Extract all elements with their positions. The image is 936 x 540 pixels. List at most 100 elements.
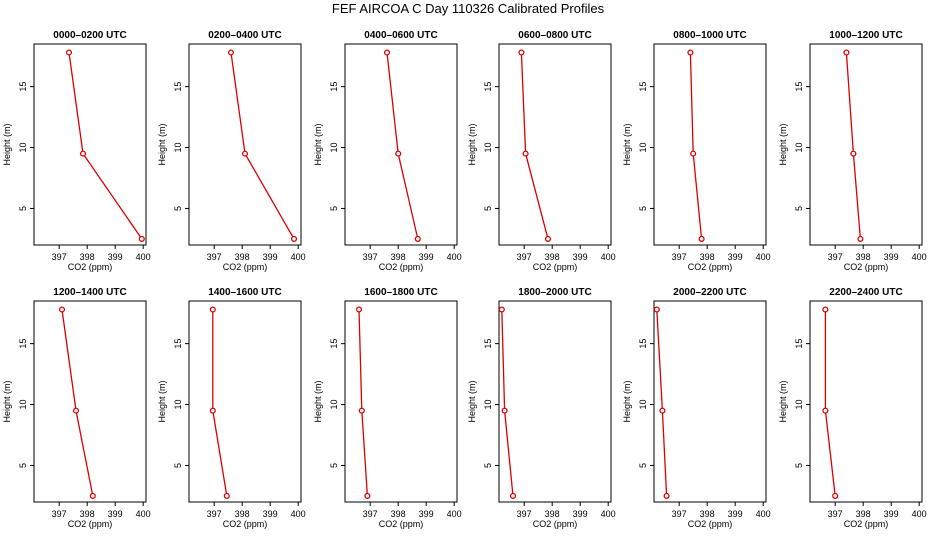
plot-frame — [344, 43, 458, 246]
x-tick-label: 399 — [108, 509, 123, 519]
x-tick-label: 397 — [207, 509, 222, 519]
panel-title: 2200–2400 UTC — [829, 287, 902, 298]
y-tick-label: 15 — [638, 339, 648, 349]
data-point — [79, 150, 87, 157]
y-tick-label: 5 — [794, 463, 804, 468]
x-tick-label: 397 — [363, 509, 378, 519]
data-point — [72, 407, 80, 414]
x-tick-label: 399 — [263, 509, 278, 519]
y-tick-label: 15 — [483, 339, 493, 349]
y-tick-label: 5 — [483, 206, 493, 211]
y-tick-label: 5 — [329, 206, 339, 211]
plot-frame — [188, 300, 302, 503]
x-axis-label: CO2 (ppm) — [844, 519, 889, 529]
x-tick-label: 400 — [291, 252, 306, 262]
x-tick-label: 398 — [391, 509, 406, 519]
plot-frame — [188, 43, 302, 246]
data-point — [663, 492, 670, 499]
profile-line — [689, 52, 703, 239]
x-tick-label: 399 — [573, 509, 588, 519]
panels-grid: 0000–0200 UTC 397 398 399 400 5 10 15 CO2 (ppm) H… — [2, 30, 927, 529]
data-point — [223, 492, 230, 499]
profile-line — [501, 309, 514, 496]
x-axis-label: CO2 (ppm) — [223, 262, 268, 272]
panel-5: 1000–1200 UTC 397 398 399 400 5 10 15 CO2 (ppm) H… — [778, 30, 927, 272]
data-point — [355, 306, 363, 313]
x-tick-label: 398 — [545, 252, 560, 262]
panel-title: 1200–1400 UTC — [53, 287, 126, 298]
y-tick-label: 5 — [329, 463, 339, 468]
x-tick-label: 398 — [391, 252, 406, 262]
panel-title: 0000–0200 UTC — [53, 30, 126, 41]
y-tick-label: 5 — [173, 463, 183, 468]
x-tick-label: 397 — [207, 252, 222, 262]
y-axis-label: Height (m) — [313, 123, 323, 165]
x-tick-label: 397 — [672, 252, 687, 262]
panel-2: 0400–0600 UTC 397 398 399 400 5 10 15 CO2 (ppm) H… — [313, 30, 462, 272]
y-tick-label: 15 — [794, 82, 804, 92]
data-point — [698, 235, 705, 242]
x-tick-label: 398 — [856, 509, 871, 519]
y-tick-label: 10 — [173, 400, 183, 410]
x-tick-label: 400 — [912, 252, 927, 262]
panel-8: 1600–1800 UTC 397 398 399 400 5 10 15 CO2 (ppm) H… — [313, 287, 462, 529]
y-tick-label: 15 — [329, 82, 339, 92]
x-tick-label: 400 — [601, 252, 616, 262]
profile-line — [230, 52, 295, 240]
x-tick-label: 399 — [573, 252, 588, 262]
x-axis-label: CO2 (ppm) — [533, 262, 578, 272]
data-point — [89, 492, 96, 499]
data-point — [209, 407, 216, 414]
y-tick-label: 10 — [18, 143, 28, 153]
panel-3: 0600–0800 UTC 397 398 399 400 5 10 15 CO2 (ppm) H… — [467, 30, 616, 272]
y-tick-label: 5 — [18, 463, 28, 468]
x-tick-label: 398 — [545, 509, 560, 519]
data-point — [850, 150, 857, 157]
y-axis-label: Height (m) — [778, 123, 788, 165]
x-tick-label: 397 — [363, 252, 378, 262]
x-tick-label: 400 — [136, 509, 151, 519]
y-tick-label: 5 — [638, 206, 648, 211]
panel-title: 0200–0400 UTC — [208, 30, 281, 41]
y-tick-label: 15 — [173, 339, 183, 349]
x-tick-label: 400 — [136, 252, 151, 262]
data-point — [358, 407, 365, 414]
data-point — [290, 235, 298, 242]
x-tick-label: 399 — [728, 252, 743, 262]
y-tick-label: 15 — [173, 82, 183, 92]
panel-11: 2200–2400 UTC 397 398 399 400 5 10 15 CO2 (ppm) H… — [778, 287, 927, 529]
data-point — [822, 407, 829, 414]
x-tick-label: 399 — [419, 509, 434, 519]
data-point — [659, 407, 666, 414]
x-tick-label: 400 — [756, 252, 771, 262]
y-tick-label: 15 — [18, 339, 28, 349]
profile-line — [824, 309, 836, 496]
panel-title: 0400–0600 UTC — [364, 30, 437, 41]
data-point — [653, 306, 660, 313]
data-point — [690, 150, 697, 157]
y-tick-label: 10 — [638, 143, 648, 153]
y-axis-label: Height (m) — [467, 380, 477, 422]
y-tick-label: 15 — [329, 339, 339, 349]
x-axis-label: CO2 (ppm) — [379, 262, 424, 272]
profile-line — [845, 52, 862, 239]
x-tick-label: 400 — [291, 509, 306, 519]
data-point — [383, 49, 391, 56]
y-tick-label: 5 — [638, 463, 648, 468]
x-tick-label: 398 — [235, 509, 250, 519]
x-tick-label: 399 — [263, 252, 278, 262]
y-tick-label: 5 — [483, 463, 493, 468]
y-axis-label: Height (m) — [2, 123, 12, 165]
y-tick-label: 10 — [483, 143, 493, 153]
data-point — [857, 235, 864, 242]
x-tick-label: 400 — [447, 252, 462, 262]
figure-title: FEF AIRCOA C Day 110326 Calibrated Profi… — [332, 1, 605, 16]
x-tick-label: 398 — [80, 252, 95, 262]
y-tick-label: 15 — [794, 339, 804, 349]
plot-frame — [33, 43, 147, 246]
y-axis-label: Height (m) — [622, 123, 632, 165]
data-point — [65, 49, 73, 56]
y-tick-label: 10 — [483, 400, 493, 410]
data-point — [518, 49, 525, 56]
panel-1: 0200–0400 UTC 397 398 399 400 5 10 15 CO2 (ppm) H… — [157, 30, 306, 272]
